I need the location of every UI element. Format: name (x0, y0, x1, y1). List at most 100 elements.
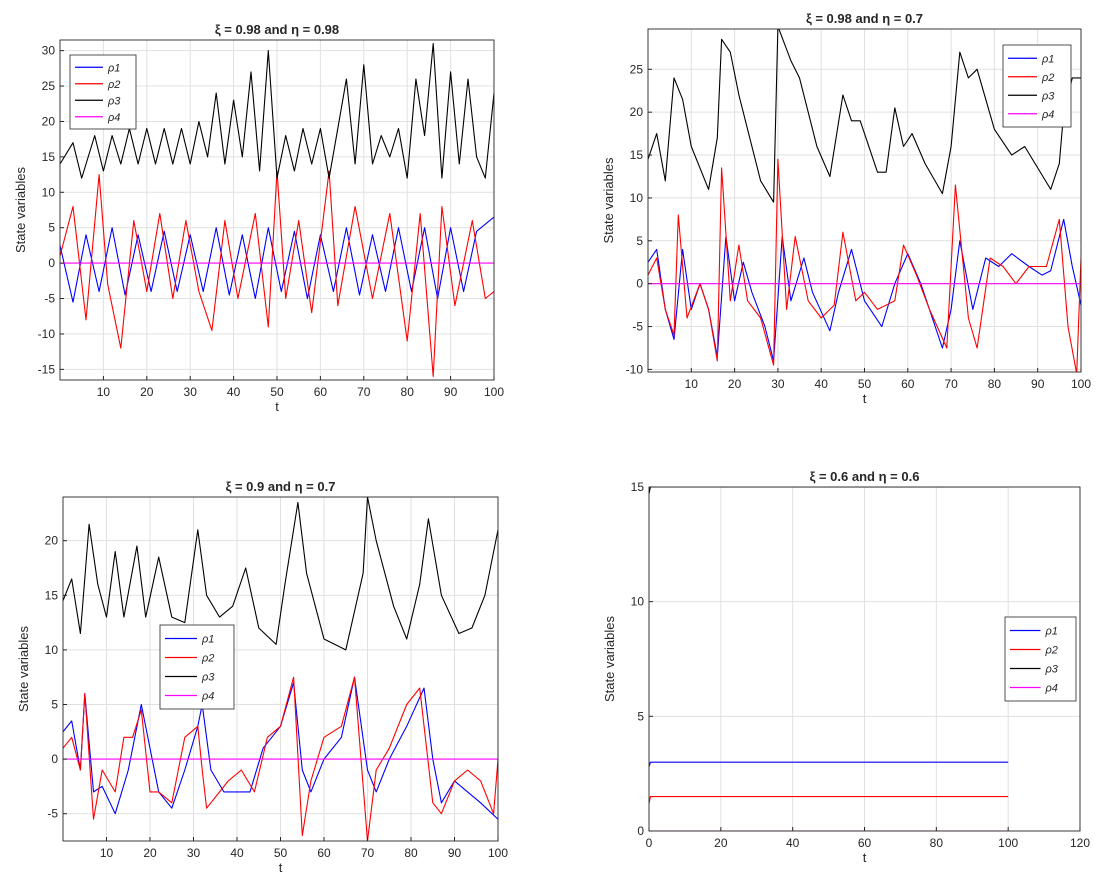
legend-label: ρ2 (201, 653, 214, 665)
y-tick-label: 5 (51, 697, 58, 711)
x-tick-label: 10 (100, 846, 114, 860)
legend-label: ρ2 (1045, 645, 1058, 657)
series-group (60, 42, 494, 378)
y-tick-label: 15 (42, 150, 56, 164)
y-tick-label: 30 (42, 44, 56, 58)
legend-label: ρ3 (107, 95, 121, 107)
y-axis-label: State variables (13, 167, 28, 253)
y-tick-label: 20 (630, 105, 644, 119)
chart-title: ξ = 0.98 and η = 0.98 (215, 22, 339, 37)
x-axis-label: t (863, 850, 867, 865)
y-tick-label: 0 (637, 824, 644, 838)
x-tick-label: 80 (988, 377, 1002, 391)
series-line-2 (60, 170, 494, 378)
x-tick-label: 40 (815, 377, 829, 391)
y-tick-label: 5 (636, 234, 643, 248)
x-tick-label: 70 (944, 377, 958, 391)
legend-label: ρ4 (201, 691, 214, 703)
y-tick-label: -5 (44, 292, 55, 306)
series-line-3 (63, 497, 498, 651)
x-axis-label: t (279, 860, 283, 875)
y-tick-label: 10 (45, 643, 59, 657)
x-tick-label: 50 (270, 385, 284, 399)
x-tick-label: 100 (998, 836, 1018, 850)
legend-label: ρ1 (1045, 626, 1058, 638)
x-tick-label: 100 (488, 846, 508, 860)
x-axis-label: t (863, 391, 867, 406)
x-tick-label: 50 (858, 377, 872, 391)
legend-box (159, 624, 235, 710)
series-line-2 (63, 676, 498, 841)
x-tick-label: 100 (1071, 377, 1091, 391)
series-group (649, 487, 1009, 831)
series-line-1 (649, 761, 1009, 767)
legend-label: ρ2 (107, 79, 120, 91)
x-tick-label: 20 (728, 377, 742, 391)
x-tick-label: 30 (187, 846, 201, 860)
y-tick-label: -10 (626, 362, 644, 376)
y-axis-label: State variables (16, 626, 31, 712)
legend: ρ1 ρ2 ρ3 ρ4 (159, 624, 235, 710)
x-tick-label: 60 (314, 385, 328, 399)
legend: ρ1 ρ2 ρ3 ρ4 (69, 54, 137, 130)
chart-panel-4: 0 20 40 60 80 100 120 0 5 10 15 ξ = 0.6 and η = 0.6… (602, 469, 1090, 865)
legend-label: ρ1 (201, 634, 214, 646)
x-tick-label: 60 (317, 846, 331, 860)
legend-label: ρ4 (1045, 683, 1058, 695)
legend-box (1004, 616, 1077, 702)
y-tick-label: 10 (631, 595, 645, 609)
y-tick-label: -5 (632, 320, 643, 334)
series-line-1 (63, 676, 498, 820)
x-axis-label: t (275, 399, 279, 414)
y-tick-label: 25 (42, 79, 56, 93)
x-tick-label: 20 (143, 846, 157, 860)
series-line-3 (648, 29, 1081, 203)
y-axis-label: State variables (602, 616, 617, 702)
x-tick-label: 70 (357, 385, 371, 399)
y-tick-label: 0 (48, 256, 55, 270)
legend-label: ρ1 (107, 62, 120, 74)
legend-label: ρ4 (1041, 109, 1054, 121)
legend-box (69, 54, 137, 130)
series-line-3 (60, 42, 494, 179)
y-tick-label: 15 (630, 148, 644, 162)
y-tick-label: 5 (48, 221, 55, 235)
x-tick-label: 40 (230, 846, 244, 860)
legend-label: ρ3 (1045, 664, 1059, 676)
y-tick-label: 15 (631, 480, 645, 494)
y-tick-label: -15 (38, 362, 56, 376)
x-tick-label: 90 (444, 385, 458, 399)
x-tick-label: 120 (1070, 836, 1090, 850)
legend: ρ1 ρ2 ρ3 ρ4 (1004, 616, 1077, 702)
x-tick-label: 70 (361, 846, 375, 860)
legend: ρ1 ρ2 ρ3 ρ4 (1002, 44, 1072, 128)
y-tick-label: 5 (637, 709, 644, 723)
y-tick-label: 15 (45, 588, 59, 602)
x-tick-label: 40 (786, 836, 800, 850)
series-line-2 (649, 796, 1009, 804)
x-tick-label: 40 (227, 385, 241, 399)
x-tick-label: 50 (274, 846, 288, 860)
series-line-3 (649, 487, 1009, 495)
x-tick-label: 60 (901, 377, 915, 391)
y-tick-label: 0 (636, 277, 643, 291)
x-tick-label: 10 (685, 377, 699, 391)
series-line-2 (648, 158, 1081, 372)
x-tick-label: 0 (646, 836, 653, 850)
x-tick-label: 100 (484, 385, 504, 399)
y-axis-label: State variables (601, 157, 616, 243)
y-tick-label: -5 (47, 807, 58, 821)
series-group (648, 29, 1081, 372)
legend-box (1002, 44, 1072, 128)
x-tick-label: 80 (930, 836, 944, 850)
y-tick-label: 0 (51, 752, 58, 766)
x-tick-label: 20 (140, 385, 154, 399)
x-tick-label: 10 (97, 385, 111, 399)
y-tick-label: 10 (42, 185, 56, 199)
x-tick-label: 90 (1031, 377, 1045, 391)
x-tick-label: 90 (448, 846, 462, 860)
chart-panel-3: 10 20 30 40 50 60 70 80 90 100 -5 0 5 10 15 20 ξ = 0.9 a… (16, 479, 508, 875)
y-tick-label: 10 (630, 191, 644, 205)
chart-panel-1: 10 20 30 40 50 60 70 80 90 100 -15 -10 -5 0 5 10 15 20 25 3… (13, 22, 504, 414)
